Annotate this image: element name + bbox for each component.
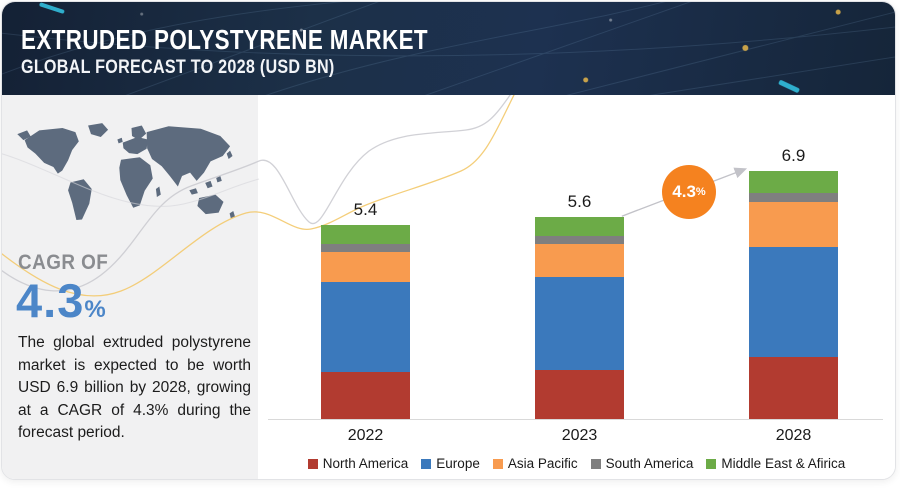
cagr-label: CAGR OF [18,251,109,274]
bar-segment [321,282,410,373]
legend-swatch [421,458,432,469]
bar-total-label: 6.9 [781,146,806,165]
x-axis-label: 2023 [561,427,598,444]
bar-segment [749,192,838,202]
bar-segment [321,225,410,245]
legend-swatch [307,458,318,469]
bar-total-label: 5.4 [353,200,378,219]
legend-swatch [706,458,717,469]
bar-segment [535,236,624,245]
bar-chart: 4.3% 5.4 5.6 6.9 North America Europe Asia P… [258,95,895,479]
cagr-value: 4.3% [16,273,107,328]
bar-segment [321,251,410,283]
legend-label: North America [322,456,409,471]
header-network-decoration [2,2,895,95]
bar-segment [749,246,838,358]
growth-badge-percent-sign: % [695,186,706,198]
legend-label: Asia Pacific [507,456,578,471]
cagr-number: 4.3 [16,274,85,327]
bar-segment [535,277,624,370]
legend-label: Middle East & Afirica [721,456,846,471]
world-map [10,117,254,239]
growth-badge: 4.3% [662,165,716,219]
bar-segment [321,244,410,252]
bar-group: 6.9 [749,146,838,419]
legend: North America Europe Asia Pacific South Ame… [258,456,895,471]
bar-segment [749,201,838,247]
legend-swatch [590,458,601,469]
bar-group: 5.6 [535,192,624,419]
x-axis-label: 2028 [775,427,812,444]
infographic-card: EXTRUDED POLYSTYRENE MARKET GLOBAL FOREC… [1,1,896,480]
sidebar: CAGR OF 4.3% The global extruded polysty… [2,95,258,479]
bar-segment [749,357,838,419]
legend-item: Asia Pacific [492,456,578,471]
bar-stack [535,217,624,419]
legend-swatch [492,458,503,469]
cagr-description: The global extruded polystyrene market i… [18,334,251,441]
legend-item: South America [590,456,694,471]
x-axis-line [268,419,883,420]
header-banner: EXTRUDED POLYSTYRENE MARKET GLOBAL FOREC… [2,2,895,95]
cagr-percent-sign: % [84,296,107,323]
legend-item: Europe [421,456,480,471]
bar-stack [749,171,838,419]
legend-label: South America [605,456,694,471]
bar-segment [535,217,624,237]
bar-stack [321,225,410,419]
content-area: CAGR OF 4.3% The global extruded polysty… [2,95,895,479]
bar-segment [535,244,624,278]
bar-segment [535,369,624,419]
growth-badge-value: 4.3 [672,182,696,201]
bar-group: 5.4 [321,200,410,419]
bar-segment [321,372,410,419]
legend-label: Europe [436,456,480,471]
legend-item: North America [307,456,409,471]
bar-total-label: 5.6 [567,192,592,211]
x-axis-label: 2022 [347,427,384,444]
legend-item: Middle East & Afirica [706,456,845,471]
page-subtitle: GLOBAL FORECAST TO 2028 (USD BN) [21,57,335,78]
page-title: EXTRUDED POLYSTYRENE MARKET [21,24,428,55]
bar-segment [749,171,838,193]
